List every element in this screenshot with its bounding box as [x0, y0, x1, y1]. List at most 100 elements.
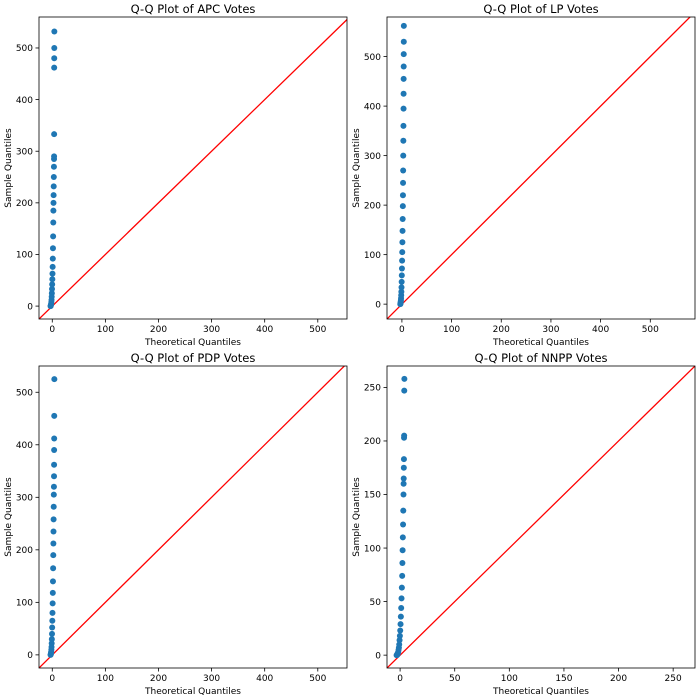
- y-tick-label: 200: [364, 201, 381, 211]
- axes-frame: [38, 16, 348, 320]
- axes-frame: [386, 16, 696, 320]
- y-tick-label: 100: [16, 251, 33, 261]
- data-point: [50, 174, 57, 181]
- y-tick-label: 500: [16, 388, 33, 398]
- data-point: [401, 387, 408, 394]
- y-tick-label: 300: [364, 152, 381, 162]
- data-point: [51, 461, 58, 468]
- data-point: [398, 265, 405, 272]
- data-point: [398, 595, 405, 602]
- data-point: [398, 272, 405, 279]
- data-point: [49, 624, 56, 631]
- y-tick-label: 400: [16, 96, 33, 106]
- data-point: [49, 630, 56, 637]
- data-point: [400, 491, 407, 498]
- data-point: [400, 75, 407, 82]
- data-point: [50, 207, 57, 214]
- qq-panel: Q-Q Plot of NNPP Votes 0 50 100 150 200 250 0 50…: [352, 351, 696, 697]
- data-point: [51, 55, 58, 62]
- data-point: [51, 64, 58, 71]
- x-axis-label: Theoretical Quantiles: [492, 687, 589, 697]
- data-point: [398, 284, 405, 291]
- y-tick-label: 200: [16, 199, 33, 209]
- y-tick-label: 100: [364, 544, 381, 554]
- data-point: [399, 227, 406, 234]
- data-point: [50, 483, 57, 490]
- data-point: [399, 547, 406, 554]
- data-point: [51, 473, 58, 480]
- x-tick-label: 400: [256, 674, 273, 684]
- data-point: [49, 600, 56, 607]
- data-point: [400, 22, 407, 29]
- data-point: [49, 270, 56, 277]
- data-point: [50, 163, 57, 170]
- y-tick-label: 0: [375, 300, 381, 310]
- x-tick-label: 200: [493, 325, 510, 335]
- qq-panel: Q-Q Plot of PDP Votes 0 100 200 300 400 500 0 10…: [4, 351, 348, 697]
- data-point: [49, 609, 56, 616]
- y-tick-label: 500: [364, 53, 381, 63]
- data-point: [50, 528, 57, 535]
- data-point: [399, 257, 406, 264]
- y-tick-label: 250: [364, 384, 381, 394]
- data-point: [51, 131, 58, 138]
- x-tick-label: 0: [399, 325, 405, 335]
- x-tick-label: 400: [592, 325, 609, 335]
- y-tick-label: 200: [364, 437, 381, 447]
- data-point: [399, 534, 406, 541]
- data-point: [400, 51, 407, 58]
- data-point: [400, 63, 407, 70]
- data-point: [400, 137, 407, 144]
- data-point: [398, 605, 405, 612]
- reference-line: [387, 366, 695, 668]
- data-point: [397, 613, 404, 620]
- data-point: [399, 572, 406, 579]
- x-tick-label: 300: [203, 674, 220, 684]
- data-point: [49, 617, 56, 624]
- chart-title: Q-Q Plot of APC Votes: [131, 2, 256, 16]
- data-point: [51, 435, 58, 442]
- data-point: [400, 507, 407, 514]
- reference-line: [39, 366, 346, 668]
- axes-frame: [386, 365, 696, 669]
- data-point: [397, 621, 404, 628]
- x-tick-label: 50: [449, 674, 461, 684]
- qq-panel: Q-Q Plot of APC Votes 0 100 200 300 400 500 0 10…: [4, 2, 348, 348]
- x-tick-label: 100: [443, 325, 460, 335]
- data-point: [49, 276, 56, 283]
- y-tick-label: 400: [364, 102, 381, 112]
- data-point: [49, 255, 56, 262]
- data-point: [50, 233, 57, 240]
- reference-line: [387, 17, 691, 319]
- data-point: [401, 432, 408, 439]
- y-tick-label: 300: [16, 147, 33, 157]
- data-point: [51, 447, 58, 454]
- x-tick-label: 200: [610, 674, 627, 684]
- data-point: [396, 641, 403, 648]
- data-point: [401, 375, 408, 382]
- data-point: [50, 219, 57, 226]
- data-point: [400, 105, 407, 112]
- data-point: [396, 637, 403, 644]
- data-point: [49, 578, 56, 585]
- x-tick-label: 200: [150, 325, 167, 335]
- x-tick-label: 400: [256, 325, 273, 335]
- chart-title: Q-Q Plot of PDP Votes: [131, 351, 256, 365]
- data-point: [51, 153, 58, 160]
- x-axis-label: Theoretical Quantiles: [492, 338, 589, 348]
- data-point: [399, 203, 406, 210]
- data-point: [400, 122, 407, 129]
- data-point: [399, 249, 406, 256]
- y-axis-label: Sample Quantiles: [4, 128, 14, 208]
- data-point: [49, 245, 56, 252]
- y-tick-label: 100: [364, 251, 381, 261]
- data-point: [400, 179, 407, 186]
- x-tick-label: 0: [397, 674, 403, 684]
- x-axis-label: Theoretical Quantiles: [144, 687, 241, 697]
- y-tick-label: 0: [27, 651, 33, 661]
- y-axis-label: Sample Quantiles: [4, 477, 14, 557]
- data-point: [397, 627, 404, 634]
- data-point: [400, 480, 407, 487]
- data-point: [50, 183, 57, 190]
- x-tick-label: 100: [501, 674, 518, 684]
